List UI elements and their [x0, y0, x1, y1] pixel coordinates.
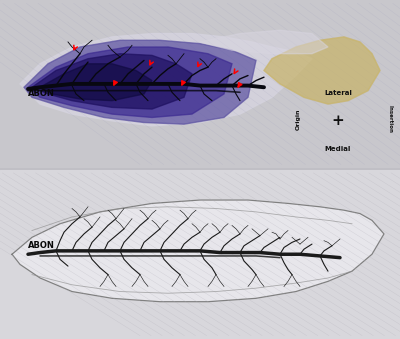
Text: Lateral: Lateral	[324, 89, 352, 96]
Polygon shape	[32, 54, 192, 109]
Polygon shape	[0, 0, 400, 168]
Text: ABON: ABON	[28, 241, 55, 250]
Text: +: +	[332, 114, 344, 128]
Text: Insertion: Insertion	[388, 105, 392, 133]
Text: Origin: Origin	[296, 108, 300, 130]
Polygon shape	[264, 37, 380, 104]
Polygon shape	[0, 170, 400, 339]
Polygon shape	[200, 30, 328, 54]
Polygon shape	[28, 47, 232, 118]
Polygon shape	[12, 200, 384, 302]
Polygon shape	[264, 37, 380, 104]
Polygon shape	[24, 40, 256, 124]
Text: Medial: Medial	[325, 146, 351, 152]
Polygon shape	[20, 34, 312, 126]
Text: ABON: ABON	[28, 89, 55, 98]
Polygon shape	[40, 64, 152, 101]
